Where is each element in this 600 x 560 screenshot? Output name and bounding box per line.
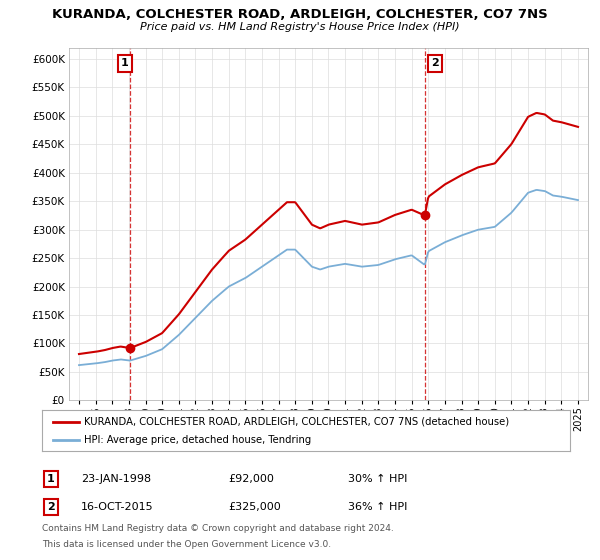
Text: 2: 2 [47,502,55,512]
Text: 30% ↑ HPI: 30% ↑ HPI [348,474,407,484]
Text: Contains HM Land Registry data © Crown copyright and database right 2024.: Contains HM Land Registry data © Crown c… [42,524,394,533]
Text: 16-OCT-2015: 16-OCT-2015 [81,502,154,512]
Text: £92,000: £92,000 [228,474,274,484]
Text: Price paid vs. HM Land Registry's House Price Index (HPI): Price paid vs. HM Land Registry's House … [140,22,460,32]
Text: HPI: Average price, detached house, Tendring: HPI: Average price, detached house, Tend… [84,435,311,445]
Text: 1: 1 [47,474,55,484]
Text: KURANDA, COLCHESTER ROAD, ARDLEIGH, COLCHESTER, CO7 7NS: KURANDA, COLCHESTER ROAD, ARDLEIGH, COLC… [52,8,548,21]
Text: £325,000: £325,000 [228,502,281,512]
Text: 23-JAN-1998: 23-JAN-1998 [81,474,151,484]
Text: 1: 1 [121,58,129,68]
Text: 2: 2 [431,58,439,68]
Text: KURANDA, COLCHESTER ROAD, ARDLEIGH, COLCHESTER, CO7 7NS (detached house): KURANDA, COLCHESTER ROAD, ARDLEIGH, COLC… [84,417,509,427]
Text: 36% ↑ HPI: 36% ↑ HPI [348,502,407,512]
Text: This data is licensed under the Open Government Licence v3.0.: This data is licensed under the Open Gov… [42,540,331,549]
